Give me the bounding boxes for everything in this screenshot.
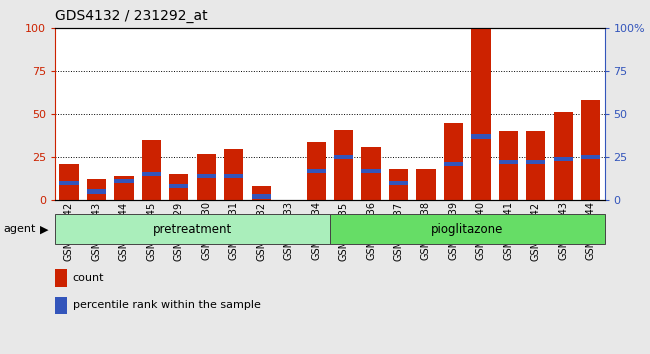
Bar: [444, 162, 463, 166]
Text: percentile rank within the sample: percentile rank within the sample: [73, 301, 261, 310]
Bar: [55, 297, 68, 314]
Bar: [55, 269, 68, 287]
Bar: [389, 181, 408, 185]
Bar: [307, 169, 326, 173]
Bar: [554, 157, 573, 161]
Bar: [417, 169, 436, 200]
Bar: [114, 179, 133, 183]
Bar: [334, 130, 353, 200]
Bar: [444, 123, 463, 200]
Bar: [499, 131, 518, 200]
Bar: [581, 155, 601, 159]
Bar: [526, 131, 545, 200]
Bar: [361, 169, 381, 173]
Bar: [197, 154, 216, 200]
Bar: [252, 186, 271, 200]
Bar: [169, 174, 188, 200]
Bar: [334, 155, 353, 159]
Bar: [526, 160, 545, 164]
Bar: [59, 164, 79, 200]
Text: pioglitazone: pioglitazone: [431, 223, 503, 236]
Bar: [361, 147, 381, 200]
Text: GDS4132 / 231292_at: GDS4132 / 231292_at: [55, 9, 208, 23]
Text: count: count: [73, 273, 105, 283]
Bar: [252, 194, 271, 199]
Bar: [499, 160, 518, 164]
Bar: [307, 142, 326, 200]
Bar: [471, 28, 491, 200]
Bar: [87, 189, 106, 194]
Bar: [197, 174, 216, 178]
Bar: [224, 149, 243, 200]
Bar: [389, 169, 408, 200]
Bar: [169, 184, 188, 188]
Bar: [554, 113, 573, 200]
Bar: [59, 181, 79, 185]
Bar: [142, 140, 161, 200]
Bar: [581, 101, 601, 200]
Text: pretreatment: pretreatment: [153, 223, 232, 236]
Bar: [330, 214, 604, 244]
Bar: [114, 176, 133, 200]
Bar: [87, 179, 106, 200]
Bar: [224, 174, 243, 178]
Bar: [55, 214, 330, 244]
Bar: [142, 172, 161, 176]
Bar: [471, 134, 491, 139]
Text: agent: agent: [3, 224, 36, 234]
Text: ▶: ▶: [40, 224, 49, 234]
